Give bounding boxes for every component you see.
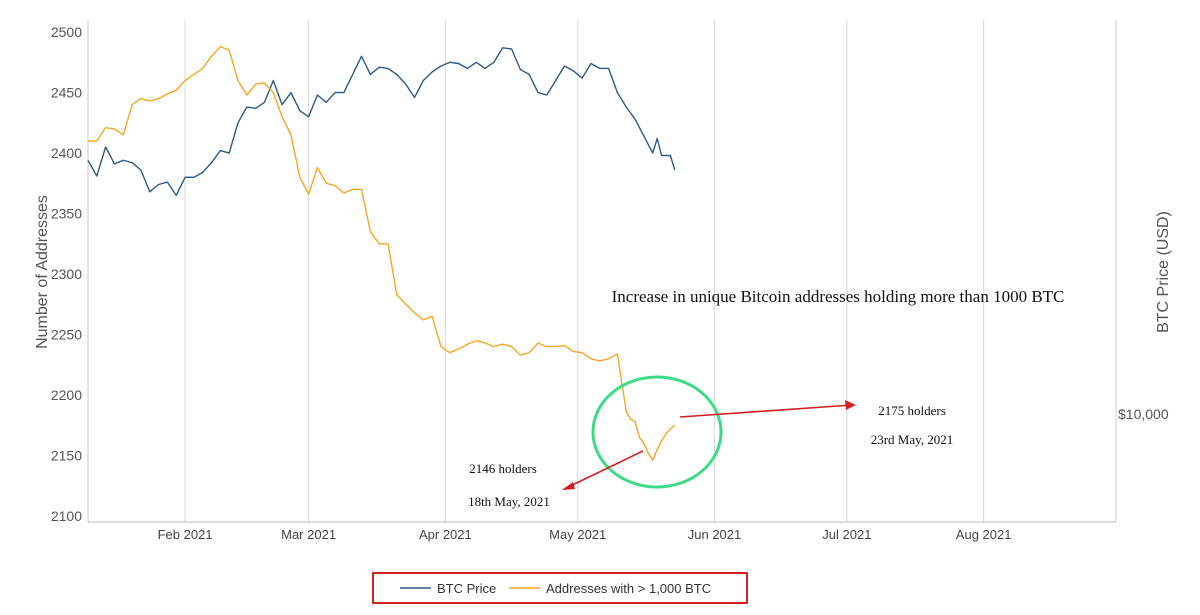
y-tick-label: 2400 (51, 145, 82, 161)
x-tick-label: Feb 2021 (158, 527, 213, 542)
y-tick-label: 2100 (51, 508, 82, 524)
legend: BTC Price Addresses with > 1,000 BTC (372, 572, 748, 604)
y-tick-label: 2250 (51, 327, 82, 343)
annotation-high-count: 2175 holders (878, 403, 946, 418)
y-tick-label: 2500 (51, 24, 82, 40)
y-tick-label: 2350 (51, 206, 82, 222)
y-tick-label: 2300 (51, 266, 82, 282)
annotation-arrow-low-head (562, 482, 575, 490)
x-tick-label: May 2021 (549, 527, 606, 542)
y-tick-label: 2450 (51, 85, 82, 101)
grid-lines (87, 20, 985, 522)
annotation-arrow-high-head (845, 400, 856, 410)
annotation-headline: Increase in unique Bitcoin addresses hol… (612, 287, 1065, 306)
legend-item-btc-price[interactable]: BTC Price (400, 581, 496, 596)
series-line-btc-price (87, 47, 676, 197)
y-tick-label: 2200 (51, 387, 82, 403)
x-tick-label: Jul 2021 (822, 527, 871, 542)
legend-box (372, 572, 748, 604)
annotation-arrow-high (679, 404, 853, 418)
annotation-low-date: 18th May, 2021 (468, 494, 550, 509)
right-axis-tick-label: $10,000 (1118, 406, 1169, 422)
x-tick-label: Jun 2021 (688, 527, 742, 542)
x-tick-label: Aug 2021 (956, 527, 1012, 542)
annotation-arrow-low (563, 450, 644, 490)
x-tick-label: Apr 2021 (419, 527, 472, 542)
y-axis-title-right: BTC Price (USD) (1155, 211, 1172, 333)
annotation-high-date: 23rd May, 2021 (871, 432, 954, 447)
annotation-low-count: 2146 holders (469, 461, 537, 476)
y-tick-label: 2150 (51, 447, 82, 463)
legend-label-addresses: Addresses with > 1,000 BTC (546, 581, 711, 596)
series-line-addresses (88, 45, 676, 461)
x-tick-label: Mar 2021 (281, 527, 336, 542)
series-layer (87, 45, 676, 461)
highlight-ellipse (591, 375, 723, 489)
legend-item-addresses[interactable]: Addresses with > 1,000 BTC (509, 581, 711, 596)
x-tick-labels: Feb 2021 Mar 2021 Apr 2021 May 2021 Jun 2021… (158, 527, 1012, 542)
y-axis-title-left: Number of Addresses (34, 195, 51, 349)
y-tick-labels: 2100 2150 2200 2250 2300 2350 2400 2450 2500 (51, 24, 82, 524)
legend-label-btc-price: BTC Price (437, 581, 496, 596)
